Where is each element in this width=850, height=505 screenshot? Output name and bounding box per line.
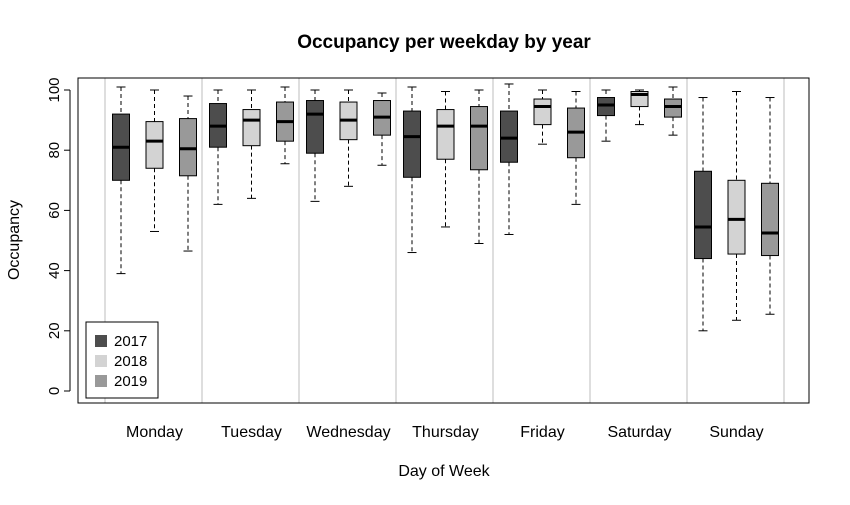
x-tick-label: Sunday — [709, 424, 763, 441]
y-tick-label: 20 — [46, 322, 63, 339]
box-2019-friday — [567, 91, 585, 205]
legend-label-2019: 2019 — [114, 373, 147, 390]
box-2019-sunday — [761, 97, 779, 315]
box-2019-thursday — [470, 89, 488, 245]
legend-swatch-2019 — [95, 375, 107, 387]
iqr-box — [306, 100, 324, 154]
iqr-box — [761, 182, 779, 257]
x-tick-label: Wednesday — [306, 424, 390, 441]
y-tick-label: 0 — [46, 387, 63, 395]
y-tick-label: 80 — [46, 142, 63, 159]
plot-frame — [77, 77, 810, 404]
box-2018-sunday — [727, 91, 746, 321]
group-separators — [104, 78, 785, 403]
legend-label-2017: 2017 — [114, 333, 147, 350]
iqr-box — [500, 110, 518, 163]
box-2019-saturday — [664, 86, 682, 136]
box-2019-tuesday — [276, 86, 294, 165]
x-tick-label: Saturday — [607, 424, 671, 441]
box-2018-friday — [533, 89, 552, 145]
iqr-box — [727, 179, 746, 255]
y-axis-label: Occupancy — [6, 200, 23, 280]
box-2017-sunday — [694, 97, 712, 332]
box-2019-monday — [179, 95, 197, 252]
box-2019-wednesday — [373, 92, 391, 166]
x-tick-label: Thursday — [412, 424, 479, 441]
iqr-box — [403, 110, 421, 178]
chart-title: Occupancy per weekday by year — [297, 32, 591, 53]
box-2018-saturday — [630, 89, 649, 126]
y-tick-label: 40 — [46, 262, 63, 279]
iqr-box — [436, 109, 455, 160]
x-axis-label: Day of Week — [398, 463, 490, 480]
iqr-box — [470, 106, 488, 171]
box-2017-tuesday — [209, 89, 227, 205]
box-2018-thursday — [436, 91, 455, 228]
box-2018-monday — [145, 89, 164, 232]
axes: 0 20 40 60 80 100 Monday Tuesday Wednesday Thursd… — [46, 77, 764, 441]
x-tick-label: Tuesday — [221, 424, 282, 441]
box-2018-tuesday — [242, 89, 261, 199]
y-tick-label: 100 — [46, 77, 63, 102]
x-tick-label: Monday — [126, 424, 183, 441]
iqr-box — [694, 170, 712, 260]
box-2017-wednesday — [306, 89, 324, 202]
iqr-box — [597, 97, 615, 117]
iqr-box — [664, 98, 682, 118]
iqr-box — [145, 121, 164, 169]
y-tick-label: 60 — [46, 202, 63, 219]
x-tick-label: Friday — [520, 424, 564, 441]
legend-label-2018: 2018 — [114, 353, 147, 370]
boxes — [112, 83, 779, 332]
legend: 2017 2018 2019 — [85, 321, 159, 399]
box-2018-wednesday — [339, 89, 358, 187]
legend-swatch-2017 — [95, 335, 107, 347]
iqr-box — [242, 109, 261, 147]
iqr-box — [179, 118, 197, 177]
box-2017-friday — [500, 83, 518, 235]
legend-swatch-2018 — [95, 355, 107, 367]
box-2017-saturday — [597, 89, 615, 142]
iqr-box — [533, 98, 552, 126]
box-2017-thursday — [403, 86, 421, 254]
box-2017-monday — [112, 86, 130, 275]
